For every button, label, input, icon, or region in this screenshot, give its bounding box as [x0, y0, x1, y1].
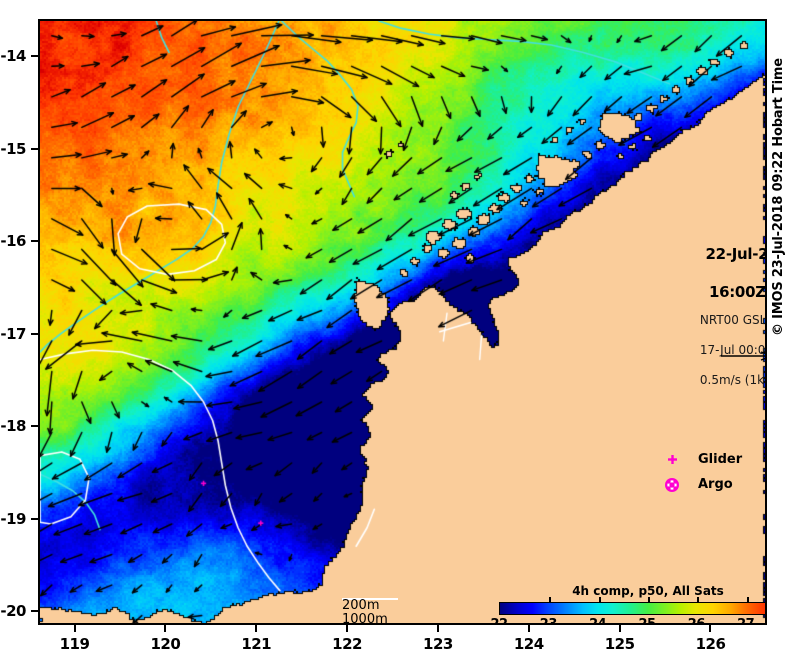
y-axis-tick [31, 240, 38, 243]
bathy-200m-label: 200m [342, 598, 380, 613]
contour-200m-swatch [342, 598, 398, 600]
currents-and-contours-overlay [40, 21, 765, 623]
x-axis-label: 126 [695, 635, 726, 653]
x-axis-label: 119 [59, 635, 90, 653]
credit-text: © IMOS 23-Jul-2018 09:22 Hobart Time [771, 58, 786, 336]
map-plot-area[interactable]: 22-Jul-2018 16:00Z NRT00 GSLA 17-Jul 00:… [38, 19, 767, 625]
y-axis-label: -15 [0, 139, 26, 158]
y-axis-label: -14 [0, 47, 26, 66]
y-axis-tick [31, 609, 38, 612]
currents-reference-arrow-icon [721, 351, 765, 361]
x-axis-label: 121 [241, 635, 272, 653]
currents-info-block: NRT00 GSLA 17-Jul 00:00Z 0.5m/s (1kt 24h… [677, 298, 767, 403]
plus-marker-icon [668, 455, 677, 464]
colorbar-tick-label: 25 [638, 617, 656, 625]
y-axis-label: -20 [0, 601, 26, 620]
x-axis-label: 122 [332, 635, 362, 653]
x-axis-tick [164, 625, 167, 632]
x-axis-tick [618, 625, 621, 632]
y-axis-label: -16 [0, 232, 26, 251]
x-axis-tick [527, 625, 530, 632]
colorbar-tick [549, 597, 552, 603]
y-axis-tick [31, 55, 38, 58]
map-timestamp: 22-Jul-2018 16:00Z [676, 226, 767, 340]
bathy-1000m-label: 1000m [342, 612, 388, 625]
colorbar-tick [746, 597, 749, 603]
currents-source-label: NRT00 GSLA [699, 313, 767, 327]
x-axis-label: 123 [423, 635, 453, 653]
x-axis-tick [73, 625, 76, 632]
timestamp-time: 16:00Z [708, 283, 766, 301]
y-axis-label: -19 [0, 509, 26, 528]
colorbar-tick [598, 597, 601, 603]
x-axis-label: 120 [150, 635, 181, 653]
colorbar-tick-label: 23 [539, 617, 558, 625]
x-axis-label: 125 [604, 635, 635, 653]
x-axis-tick [255, 625, 258, 632]
x-axis-tick [346, 625, 349, 632]
colorbar-tick-label: 24 [589, 617, 607, 625]
colorbar-tick [648, 597, 650, 603]
y-axis-label: -17 [0, 324, 26, 343]
x-axis-tick [436, 625, 439, 632]
y-axis-label: -18 [0, 417, 26, 436]
timestamp-date: 22-Jul-2018 [705, 245, 767, 263]
legend-label-argo: Argo [698, 477, 733, 492]
colorbar-gradient [499, 597, 765, 615]
colorbar-tick-label: 27 [737, 617, 755, 625]
y-axis-tick [31, 517, 38, 520]
currents-time-label: 17-Jul 00:00Z [699, 343, 766, 357]
y-axis-tick [31, 332, 38, 335]
currents-scale-label: 0.5m/s (1kt 24h) [699, 373, 767, 387]
colorbar-tick-label: 26 [687, 617, 706, 625]
colorbar: 4h comp, p50, All Sats 22232425262728 [490, 584, 765, 625]
colorbar-title: 4h comp, p50, All Sats [572, 584, 724, 598]
y-axis-tick [31, 147, 38, 150]
colorbar-tick [697, 597, 700, 603]
colorbar-tick-labels: 22232425262728 [490, 617, 765, 625]
x-axis-label: 124 [513, 635, 544, 653]
x-axis-tick [709, 625, 712, 632]
bathymetry-key: 200m 1000m [342, 598, 388, 625]
y-axis-tick [31, 425, 38, 428]
colorbar-tick-label: 22 [490, 617, 508, 625]
legend-label-glider: Glider [698, 452, 743, 467]
circle-plus-marker-icon [665, 478, 679, 492]
